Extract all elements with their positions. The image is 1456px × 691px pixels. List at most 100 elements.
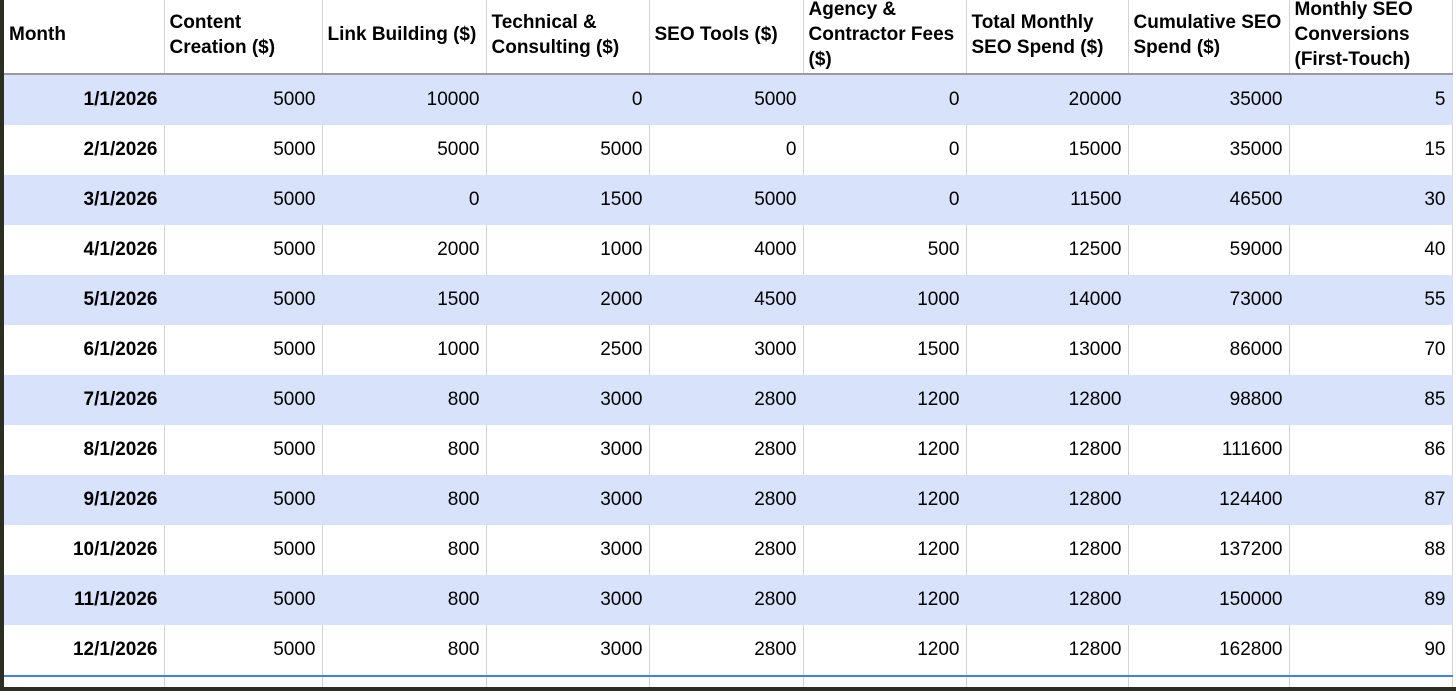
value-cell[interactable]: 15000 — [966, 125, 1129, 175]
value-cell[interactable]: 800 — [322, 425, 487, 475]
value-cell[interactable]: 3000 — [486, 575, 650, 625]
value-cell[interactable]: 85 — [1289, 375, 1453, 425]
empty-cell[interactable] — [1128, 676, 1290, 687]
value-cell[interactable]: 2000 — [486, 275, 650, 325]
empty-cell[interactable] — [803, 676, 967, 687]
column-header[interactable]: Month — [4, 0, 165, 75]
value-cell[interactable]: 5000 — [322, 125, 487, 175]
value-cell[interactable]: 2000 — [322, 225, 487, 275]
value-cell[interactable]: 35000 — [1128, 74, 1290, 125]
value-cell[interactable]: 800 — [322, 625, 487, 677]
value-cell[interactable]: 2800 — [649, 375, 804, 425]
value-cell[interactable]: 5000 — [164, 275, 323, 325]
value-cell[interactable]: 5000 — [164, 575, 323, 625]
value-cell[interactable]: 1200 — [803, 525, 967, 575]
month-cell[interactable]: 11/1/2026 — [4, 575, 165, 625]
value-cell[interactable]: 3000 — [486, 525, 650, 575]
value-cell[interactable]: 10000 — [322, 74, 487, 125]
value-cell[interactable]: 0 — [803, 74, 967, 125]
value-cell[interactable]: 70 — [1289, 325, 1453, 375]
month-cell[interactable]: 10/1/2026 — [4, 525, 165, 575]
empty-cell[interactable] — [649, 676, 804, 687]
column-header[interactable]: Agency & Contractor Fees ($) — [803, 0, 967, 75]
value-cell[interactable]: 12800 — [966, 425, 1129, 475]
month-cell[interactable]: 4/1/2026 — [4, 225, 165, 275]
value-cell[interactable]: 2800 — [649, 475, 804, 525]
value-cell[interactable]: 5000 — [164, 375, 323, 425]
value-cell[interactable]: 5000 — [649, 74, 804, 125]
month-cell[interactable]: 5/1/2026 — [4, 275, 165, 325]
value-cell[interactable]: 12800 — [966, 575, 1129, 625]
value-cell[interactable]: 14000 — [966, 275, 1129, 325]
value-cell[interactable]: 1200 — [803, 625, 967, 677]
value-cell[interactable]: 800 — [322, 375, 487, 425]
value-cell[interactable]: 55 — [1289, 275, 1453, 325]
value-cell[interactable]: 1000 — [322, 325, 487, 375]
value-cell[interactable]: 0 — [649, 125, 804, 175]
empty-cell[interactable] — [164, 676, 323, 687]
value-cell[interactable]: 0 — [803, 175, 967, 225]
value-cell[interactable]: 3000 — [649, 325, 804, 375]
value-cell[interactable]: 5000 — [164, 325, 323, 375]
value-cell[interactable]: 40 — [1289, 225, 1453, 275]
value-cell[interactable]: 1000 — [486, 225, 650, 275]
value-cell[interactable]: 162800 — [1128, 625, 1290, 677]
value-cell[interactable]: 1200 — [803, 475, 967, 525]
empty-cell[interactable] — [486, 676, 650, 687]
value-cell[interactable]: 12800 — [966, 525, 1129, 575]
value-cell[interactable]: 5000 — [164, 475, 323, 525]
value-cell[interactable]: 124400 — [1128, 475, 1290, 525]
month-cell[interactable]: 9/1/2026 — [4, 475, 165, 525]
month-cell[interactable]: 6/1/2026 — [4, 325, 165, 375]
value-cell[interactable]: 5000 — [164, 175, 323, 225]
value-cell[interactable]: 1200 — [803, 375, 967, 425]
value-cell[interactable]: 1500 — [322, 275, 487, 325]
value-cell[interactable]: 2800 — [649, 525, 804, 575]
month-cell[interactable]: 3/1/2026 — [4, 175, 165, 225]
month-cell[interactable]: 2/1/2026 — [4, 125, 165, 175]
value-cell[interactable]: 1500 — [486, 175, 650, 225]
value-cell[interactable]: 46500 — [1128, 175, 1290, 225]
value-cell[interactable]: 150000 — [1128, 575, 1290, 625]
empty-cell[interactable] — [966, 676, 1129, 687]
value-cell[interactable]: 3000 — [486, 625, 650, 677]
value-cell[interactable]: 5000 — [164, 125, 323, 175]
column-header[interactable]: Cumulative SEO Spend ($) — [1128, 0, 1290, 75]
empty-row[interactable] — [4, 676, 1453, 687]
value-cell[interactable]: 12800 — [966, 625, 1129, 677]
month-cell[interactable]: 8/1/2026 — [4, 425, 165, 475]
value-cell[interactable]: 86000 — [1128, 325, 1290, 375]
column-header[interactable]: Technical & Consulting ($) — [486, 0, 650, 75]
value-cell[interactable]: 111600 — [1128, 425, 1290, 475]
month-cell[interactable]: 7/1/2026 — [4, 375, 165, 425]
value-cell[interactable]: 2800 — [649, 625, 804, 677]
value-cell[interactable]: 0 — [486, 74, 650, 125]
value-cell[interactable]: 4000 — [649, 225, 804, 275]
value-cell[interactable]: 1500 — [803, 325, 967, 375]
empty-cell[interactable] — [1289, 676, 1453, 687]
value-cell[interactable]: 88 — [1289, 525, 1453, 575]
value-cell[interactable]: 5000 — [649, 175, 804, 225]
value-cell[interactable]: 15 — [1289, 125, 1453, 175]
value-cell[interactable]: 20000 — [966, 74, 1129, 125]
value-cell[interactable]: 12500 — [966, 225, 1129, 275]
value-cell[interactable]: 3000 — [486, 375, 650, 425]
empty-cell[interactable] — [4, 676, 165, 687]
value-cell[interactable]: 1200 — [803, 575, 967, 625]
value-cell[interactable]: 73000 — [1128, 275, 1290, 325]
value-cell[interactable]: 800 — [322, 525, 487, 575]
value-cell[interactable]: 5000 — [164, 525, 323, 575]
value-cell[interactable]: 3000 — [486, 425, 650, 475]
value-cell[interactable]: 5000 — [164, 425, 323, 475]
value-cell[interactable]: 4500 — [649, 275, 804, 325]
value-cell[interactable]: 1000 — [803, 275, 967, 325]
value-cell[interactable]: 3000 — [486, 475, 650, 525]
column-header[interactable]: Total Monthly SEO Spend ($) — [966, 0, 1129, 75]
value-cell[interactable]: 12800 — [966, 375, 1129, 425]
value-cell[interactable]: 1200 — [803, 425, 967, 475]
value-cell[interactable]: 30 — [1289, 175, 1453, 225]
column-header[interactable]: Link Building ($) — [322, 0, 487, 75]
value-cell[interactable]: 2800 — [649, 425, 804, 475]
value-cell[interactable]: 800 — [322, 575, 487, 625]
value-cell[interactable]: 2800 — [649, 575, 804, 625]
